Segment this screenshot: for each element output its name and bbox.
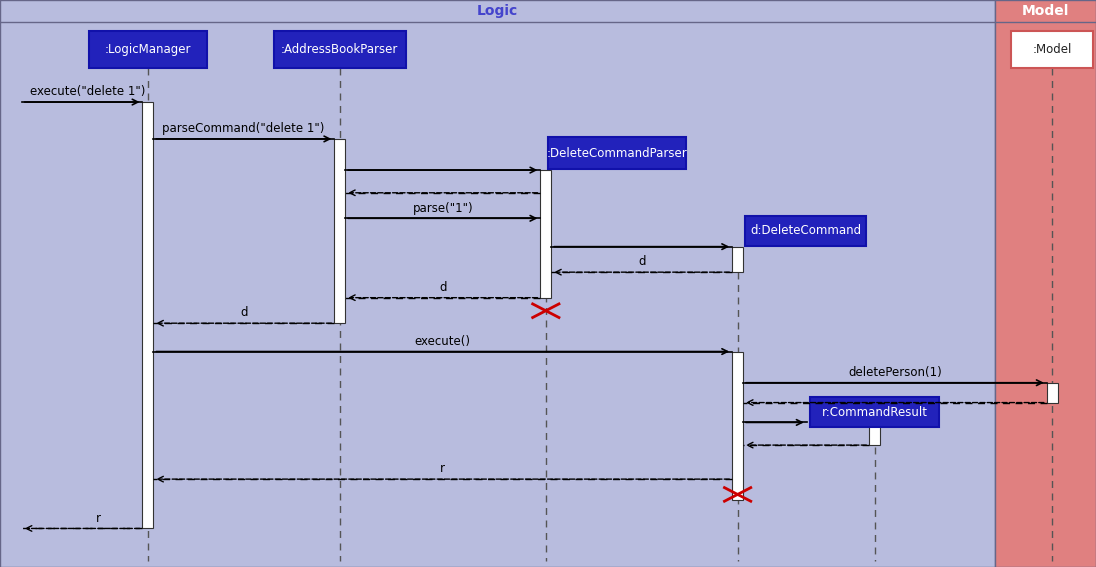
Text: r:CommandResult: r:CommandResult (822, 406, 927, 418)
Bar (334, 139, 345, 323)
Bar (995, 0, 1096, 22)
Text: Logic: Logic (477, 4, 518, 18)
FancyBboxPatch shape (745, 216, 866, 246)
Text: d: d (240, 307, 248, 319)
Text: parseCommand("delete 1"): parseCommand("delete 1") (162, 122, 324, 135)
Text: d:DeleteCommand: d:DeleteCommand (750, 225, 861, 237)
Bar (1047, 383, 1058, 403)
Text: :AddressBookParser: :AddressBookParser (281, 43, 399, 56)
Text: d: d (638, 256, 646, 268)
Text: :LogicManager: :LogicManager (105, 43, 191, 56)
Text: r: r (441, 463, 445, 475)
Text: parse("1"): parse("1") (412, 202, 473, 214)
Text: Model: Model (1021, 4, 1070, 18)
Bar (995, 0, 1096, 567)
FancyBboxPatch shape (810, 397, 939, 427)
Text: :Model: :Model (1032, 43, 1072, 56)
Bar (0, 0, 995, 22)
Bar (732, 352, 743, 500)
FancyBboxPatch shape (274, 31, 406, 68)
Text: r: r (96, 512, 101, 524)
Text: d: d (439, 281, 446, 294)
Bar (142, 102, 153, 528)
Bar (869, 422, 880, 445)
FancyBboxPatch shape (1011, 31, 1093, 68)
Text: :DeleteCommandParser: :DeleteCommandParser (547, 147, 687, 159)
FancyBboxPatch shape (89, 31, 207, 68)
Text: deletePerson(1): deletePerson(1) (848, 366, 941, 379)
FancyBboxPatch shape (548, 137, 686, 169)
Bar (540, 170, 551, 298)
Text: execute(): execute() (414, 335, 471, 348)
Text: execute("delete 1"): execute("delete 1") (30, 86, 146, 98)
Bar (732, 247, 743, 272)
